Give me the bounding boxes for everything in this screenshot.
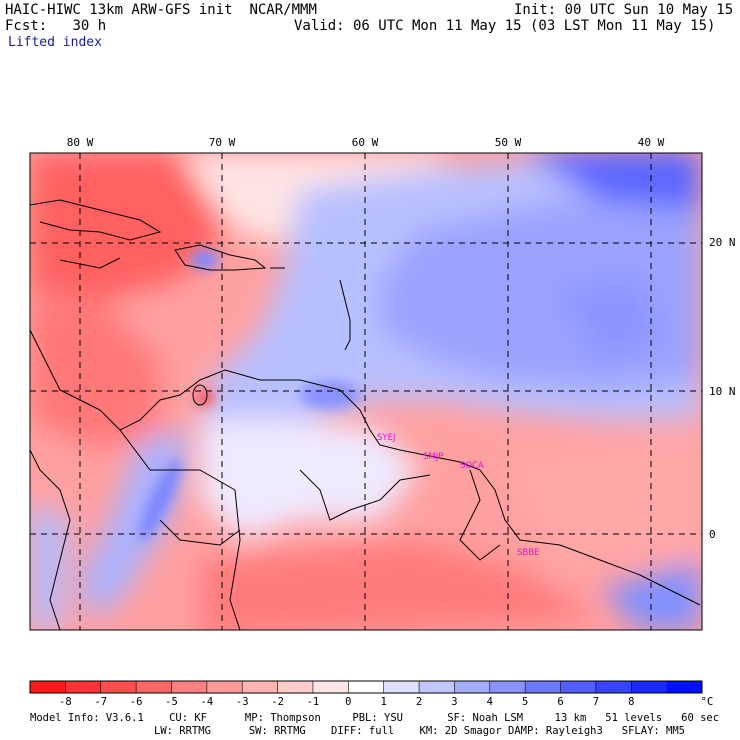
colorbar-label: -4 [201,696,214,708]
colorbar-label: 3 [451,696,457,708]
colorbar-swatch [383,681,420,693]
colorbar-swatch [206,681,243,693]
colorbar-label: -7 [94,696,107,708]
station-label: SBBE [517,548,539,558]
colorbar-label: 2 [416,696,422,708]
map-frame [29,152,703,631]
lat-label: 0 [709,528,716,541]
station-label: SOCA [460,461,484,471]
colorbar-swatch [348,681,385,693]
colorbar-swatch [489,681,526,693]
colorbar-swatch [595,681,632,693]
colorbar-swatch [171,681,208,693]
colorbar-swatch [30,681,66,693]
valid-time: Valid: 06 UTC Mon 11 May 15 (03 LST Mon … [294,18,716,34]
colorbar-swatch [560,681,597,693]
colorbar-label: -8 [59,696,72,708]
colorbar-frame [29,680,703,694]
colorbar-swatch [65,681,102,693]
colorbar-swatch [419,681,455,693]
colorbar-unit: °C [701,696,714,708]
colorbar-label: 6 [557,696,563,708]
colorbar-swatch [242,681,279,693]
colorbar-label: -2 [271,696,284,708]
colorbar-swatch [277,681,314,693]
colorbar-label: -1 [307,696,320,708]
colorbar-swatch [312,681,349,693]
model-title: HAIC-HIWC 13km ARW-GFS init NCAR/MMM [5,2,317,18]
model-info-line2: LW: RRTMG SW: RRTMG DIFF: full KM: 2D Sm… [154,725,686,737]
colorbar-label: -5 [165,696,178,708]
colorbar-swatch [454,681,491,693]
colorbar-swatch [100,681,137,693]
lat-label: 10 N [709,385,736,398]
lon-label: 80 W [67,136,94,149]
colorbar-label: -6 [130,696,143,708]
lon-label: 40 W [638,136,665,149]
colorbar-label: 1 [381,696,387,708]
map-field: SYEJ SMJP SOCA SBBE [30,153,702,630]
colorbar-label: 4 [487,696,493,708]
init-time: Init: 00 UTC Sun 10 May 15 [514,2,734,18]
colorbar-swatch [631,681,668,693]
station-label: SYEJ [377,433,395,443]
lat-label: 20 N [709,236,736,249]
lon-label: 70 W [209,136,236,149]
colorbar-label: 7 [593,696,599,708]
colorbar-label: 5 [522,696,528,708]
model-info-line1: Model Info: V3.6.1 CU: KF MP: Thompson P… [30,712,720,724]
colorbar-label: -3 [236,696,249,708]
colorbar-swatch [525,681,562,693]
colorbar-label: 8 [628,696,634,708]
lon-label: 50 W [495,136,522,149]
field-name: Lifted index [8,35,102,50]
station-label: SMJP [423,452,443,462]
colorbar-swatch [666,681,703,693]
colorbar-swatch [136,681,172,693]
lon-label: 60 W [352,136,379,149]
forecast-hour: Fcst: 30 h [5,18,107,34]
colorbar-label: 0 [345,696,351,708]
